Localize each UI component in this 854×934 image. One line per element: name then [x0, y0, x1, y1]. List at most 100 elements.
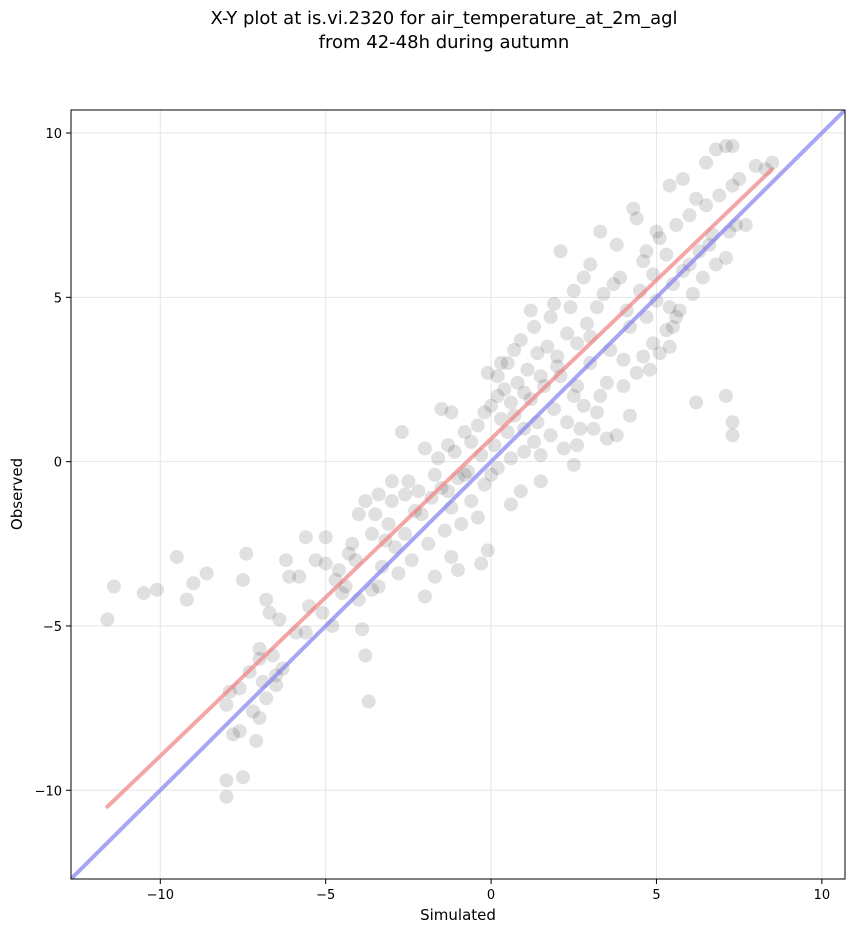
scatter-point: [553, 244, 568, 259]
scatter-point: [685, 287, 700, 302]
scatter-point: [652, 346, 667, 361]
scatter-point: [510, 375, 525, 390]
scatter-point: [613, 270, 628, 285]
scatter-point: [527, 434, 542, 449]
scatter-point: [490, 388, 505, 403]
scatter-point: [540, 339, 555, 354]
scatter-point: [484, 398, 499, 413]
scatter-point: [245, 704, 260, 719]
scatter-point: [494, 356, 508, 371]
scatter-point: [566, 283, 581, 298]
scatter-point: [368, 507, 383, 522]
scatter-point: [533, 369, 548, 384]
scatter-point: [570, 379, 585, 394]
scatter-point: [589, 405, 604, 420]
scatter-point: [169, 549, 184, 564]
scatter-point: [639, 244, 654, 259]
scatter-point: [725, 139, 740, 154]
scatter-point: [365, 526, 379, 541]
scatter-point: [503, 497, 518, 512]
scatter-point: [533, 474, 548, 489]
scatter-point: [100, 612, 115, 627]
identity-line: [71, 110, 845, 879]
scatter-point: [490, 369, 505, 384]
scatter-point: [507, 342, 522, 357]
x-tick-label: −10: [147, 888, 174, 903]
scatter-point: [179, 592, 194, 607]
scatter-point: [252, 710, 267, 725]
scatter-point: [560, 415, 575, 430]
scatter-point: [533, 448, 548, 463]
scatter-point: [427, 569, 442, 584]
scatter-point: [662, 178, 677, 193]
scatter-point: [150, 582, 164, 597]
scatter-point: [623, 319, 637, 334]
scatter-point: [457, 425, 472, 440]
scatter-point: [236, 770, 250, 785]
scatter-point: [474, 556, 489, 571]
scatter-point: [513, 333, 528, 348]
chart-title: X-Y plot at is.vi.2320 for air_temperatu…: [210, 8, 677, 29]
scatter-point: [470, 418, 485, 433]
scatter-point: [252, 641, 267, 656]
scatter-point: [454, 517, 469, 532]
scatter-point: [341, 546, 356, 561]
scatter-point: [725, 178, 740, 193]
scatter-point: [335, 586, 350, 601]
scatter-point: [589, 300, 604, 315]
scatter-point: [646, 336, 661, 351]
scatter-point: [351, 507, 366, 522]
scatter-point: [365, 582, 379, 597]
y-axis-label: Observed: [8, 458, 26, 530]
scatter-point: [437, 523, 452, 538]
scatter-point: [272, 612, 287, 627]
scatter-point: [239, 546, 254, 561]
scatter-point: [355, 622, 370, 637]
scatter-point: [718, 250, 733, 265]
scatter-point: [576, 398, 591, 413]
scatter-point: [451, 563, 465, 578]
scatter-point: [636, 349, 651, 364]
scatter-point: [546, 296, 561, 311]
scatter-point: [580, 316, 594, 331]
scatter-point: [669, 310, 684, 325]
scatter-point: [718, 388, 733, 403]
scatter-point: [725, 428, 740, 443]
fit-line: [105, 167, 775, 809]
scatter-point: [417, 441, 432, 456]
scatter-point: [269, 678, 284, 693]
scatter-point: [398, 526, 413, 541]
scatter-point: [262, 605, 277, 620]
scatter-point: [672, 303, 687, 318]
scatter-point: [219, 789, 234, 804]
scatter-point: [107, 579, 121, 594]
scatter-point: [226, 727, 241, 742]
scatter-point: [186, 576, 201, 591]
scatter-point: [709, 257, 723, 272]
scatter-point: [199, 566, 214, 581]
scatter-point: [642, 362, 657, 377]
scatter-point: [629, 211, 644, 226]
scatter-point: [689, 191, 704, 206]
scatter-point: [609, 237, 624, 252]
scatter-point: [556, 441, 571, 456]
scatter-point: [546, 402, 561, 417]
scatter-point: [308, 553, 323, 568]
x-axis-ticks: −10 −5 0 5 10: [147, 879, 830, 903]
scatter-point: [298, 530, 313, 545]
scatter-point: [219, 773, 234, 788]
scatter-point: [593, 224, 608, 239]
scatter-point: [391, 566, 406, 581]
chart-subtitle: from 42-48h during autumn: [319, 32, 570, 53]
scatter-point: [490, 461, 505, 476]
scatter-point: [401, 474, 416, 489]
scatter-point: [497, 382, 512, 397]
scatter-point: [494, 411, 508, 426]
scatter-point: [503, 395, 518, 410]
scatter-point: [623, 408, 637, 423]
scatter-point: [543, 310, 558, 325]
scatter-point: [279, 553, 293, 568]
scatter-point: [517, 385, 532, 400]
scatter-point: [417, 589, 432, 604]
scatter-point: [659, 247, 674, 262]
